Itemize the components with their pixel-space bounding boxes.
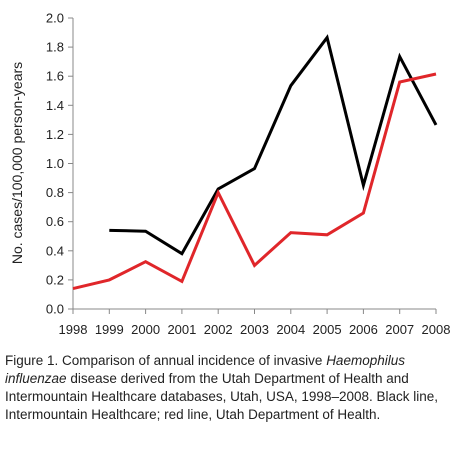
y-tick-label: 1.2: [46, 127, 64, 142]
caption-italic-genus: Haemophilus: [326, 353, 405, 368]
y-tick-label: 0.6: [46, 214, 64, 229]
x-tick-label: 2008: [422, 322, 451, 337]
x-tick-label: 2005: [313, 322, 342, 337]
figure-caption: Figure 1. Comparison of annual incidence…: [5, 352, 455, 424]
x-tick-label: 2003: [240, 322, 269, 337]
caption-suffix: disease derived from the Utah Department…: [5, 371, 439, 422]
x-tick-label: 2004: [276, 322, 305, 337]
y-tick-label: 1.0: [46, 156, 64, 171]
y-tick-label: 1.6: [46, 69, 64, 84]
y-tick-label: 0.8: [46, 185, 64, 200]
x-tick-label: 2001: [167, 322, 196, 337]
x-tick-label: 2006: [349, 322, 378, 337]
axes: 0.0 0.2 0.4 0.6 0.8 1.0 1.2 1.4 1.6 1.8 2.0 1998 199…: [46, 11, 451, 338]
y-tick-label: 1.4: [46, 98, 64, 113]
series-group: [72, 34, 438, 291]
y-tick-label: 2.0: [46, 11, 64, 26]
caption-italic-species: influenzae: [5, 371, 67, 386]
y-tick-label: 0.0: [46, 302, 64, 317]
x-tick-label: 2002: [204, 322, 233, 337]
caption-prefix: Figure 1. Comparison of annual incidence…: [5, 353, 327, 368]
x-tick-label: 2007: [385, 322, 414, 337]
x-tick-label: 1998: [59, 322, 88, 337]
incidence-line-chart: 0.0 0.2 0.4 0.6 0.8 1.0 1.2 1.4 1.6 1.8 2.0 1998 199…: [9, 11, 451, 338]
y-tick-label: 0.2: [46, 272, 64, 287]
series-line-black: [109, 34, 438, 256]
y-axis-label: No. cases/100,000 person-years: [9, 62, 25, 264]
y-tick-label: 0.4: [46, 243, 64, 258]
series-line-red: [72, 72, 437, 291]
x-tick-label: 1999: [95, 322, 124, 337]
y-tick-label: 1.8: [46, 40, 64, 55]
x-tick-label: 2000: [131, 322, 160, 337]
